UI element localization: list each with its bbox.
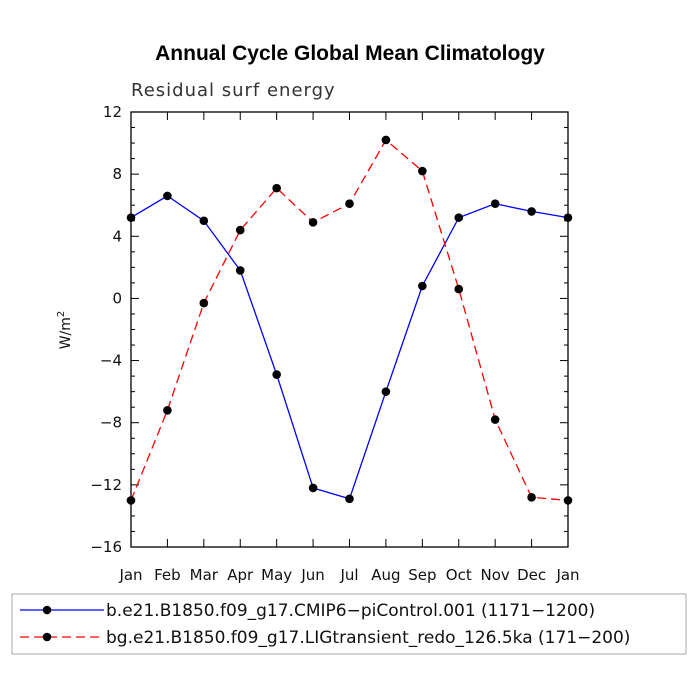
legend-box [11,593,687,655]
data-point [490,199,500,208]
y-tick-label: 4 [112,227,122,245]
x-tick-label: Feb [154,566,181,584]
x-tick-label: Sep [408,566,436,584]
y-tick-label: −4 [100,352,122,370]
x-tick-label: Dec [517,566,546,584]
y-tick-label: 8 [112,165,122,183]
data-point [272,370,281,379]
x-tick-label: Apr [227,566,254,584]
series-line [130,138,569,502]
x-tick-label: Aug [371,566,400,584]
legend-label: bg.e21.B1850.f09_g17.LIGtransient_redo_1… [106,628,630,648]
y-axis-label: W/m2 [56,311,74,350]
data-point [272,183,281,193]
x-tick-label: Jun [300,566,324,584]
y-tick-label: −12 [90,476,122,494]
data-point [199,216,209,226]
data-point [126,496,136,505]
chart-title: Annual Cycle Global Mean Climatology [155,42,545,65]
data-point [199,298,209,308]
data-point [235,225,245,235]
data-point [381,135,391,145]
data-point [418,281,427,291]
x-tick-label: Jan [555,566,579,584]
x-tick-labels: Jan Feb Mar Apr May Jun Jul Aug Sep Oct Nov Dec Jan [118,566,579,584]
legend-item-2: bg.e21.B1850.f09_g17.LIGtransient_redo_1… [20,628,630,648]
data-series [126,135,573,505]
data-point [126,213,136,222]
data-point [163,191,172,201]
data-point [490,415,500,424]
legend-item-1: b.e21.B1850.f09_g17.CMIP6−piControl.001 … [20,601,595,621]
series-1 [126,191,573,504]
y-axis-label-superscript: 2 [56,311,67,317]
x-tick-label: May [261,566,292,584]
y-tick-label: 12 [103,103,122,121]
series-line [130,195,569,500]
data-point [563,213,573,222]
data-point [454,284,464,294]
svg-text:W/m2: W/m2 [56,311,74,350]
data-point [345,494,354,504]
legend-label: b.e21.B1850.f09_g17.CMIP6−piControl.001 … [106,601,595,621]
data-point [418,166,427,176]
chart-subtitle: Residual surf energy [131,80,336,101]
y-tick-label: −16 [90,538,122,556]
legend-marker [42,632,52,642]
y-axis-label-text: W/m [58,317,74,349]
data-point [381,387,391,396]
data-point [527,492,536,502]
x-tick-label: Mar [190,566,219,584]
x-tick-label: Oct [446,566,472,584]
series-2 [126,135,573,505]
x-tick-label: Nov [481,566,510,584]
legend: b.e21.B1850.f09_g17.CMIP6−piControl.001 … [20,601,630,648]
data-point [308,483,318,493]
data-point [235,266,245,275]
data-point [527,207,536,216]
x-tick-label: Jan [118,566,142,584]
data-point [345,199,354,208]
data-point [163,405,172,415]
x-tick-label: Jul [339,566,358,584]
y-tick-label: −8 [100,414,122,432]
axis-ticks [130,111,569,548]
legend-marker [42,605,52,615]
plot-frame [130,111,569,548]
data-point [454,213,464,222]
y-tick-labels: 12 8 4 0 −4 −8 −12 −16 [90,103,122,556]
data-point [308,218,318,227]
y-tick-label: 0 [112,289,122,307]
data-point [563,496,573,505]
